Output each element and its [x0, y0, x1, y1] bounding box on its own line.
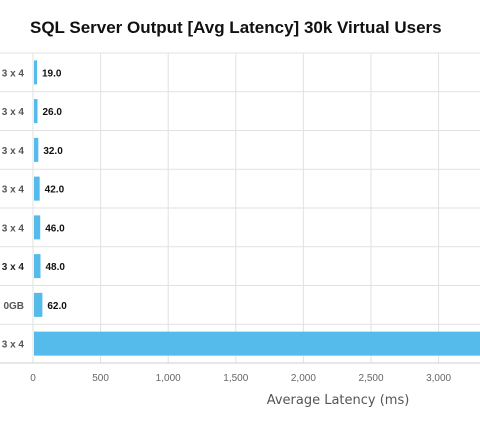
category-label: 3 x 4 [2, 68, 25, 79]
bars [34, 60, 480, 356]
x-tick-labels: 05001,0001,5002,0002,5003,0003,5004,0004… [30, 373, 451, 384]
x-axis-label: Average Latency (ms) [267, 393, 410, 408]
category-label: 3 x 4 [2, 107, 25, 118]
bar [34, 215, 41, 240]
bar [34, 176, 40, 201]
x-tick-label: 2,500 [358, 373, 383, 384]
category-label: 0GB [3, 301, 24, 312]
category-label: 3 x 4 [2, 262, 25, 273]
x-tick-label: 2,000 [291, 373, 316, 384]
grid-lines [0, 52, 480, 364]
category-label: 3 x 4 [2, 223, 25, 234]
data-label: 48.0 [45, 262, 65, 273]
category-label: 3 x 4 [2, 185, 25, 196]
category-labels: 3 x 4 3 x 4 3 x 4 3 x 4 3 x 4 3 x 4 0GB 3 x 4 [2, 68, 25, 350]
category-label: 3 x 4 [2, 340, 25, 351]
bar [34, 292, 43, 317]
data-label: 62.0 [47, 301, 67, 312]
x-tick-label: 1,000 [156, 373, 181, 384]
data-label: 32.0 [43, 146, 63, 157]
bar [34, 137, 39, 162]
bar [34, 254, 41, 279]
chart-title: SQL Server Output [Avg Latency] 30k Virt… [30, 18, 442, 37]
bar [34, 60, 37, 85]
x-tick-label: 500 [92, 373, 109, 384]
x-tick-label: 0 [30, 373, 36, 384]
data-label: 42.0 [45, 185, 65, 196]
data-label: 26.0 [43, 107, 63, 118]
bar [34, 99, 38, 124]
value-labels: 19.0 26.0 32.0 42.0 46.0 48.0 62.0 [42, 68, 67, 312]
x-tick-label: 1,500 [223, 373, 248, 384]
data-label: 19.0 [42, 68, 62, 79]
category-label: 3 x 4 [2, 146, 25, 157]
bar [34, 331, 480, 356]
x-tick-label: 3,000 [426, 373, 451, 384]
data-label: 46.0 [45, 223, 65, 234]
